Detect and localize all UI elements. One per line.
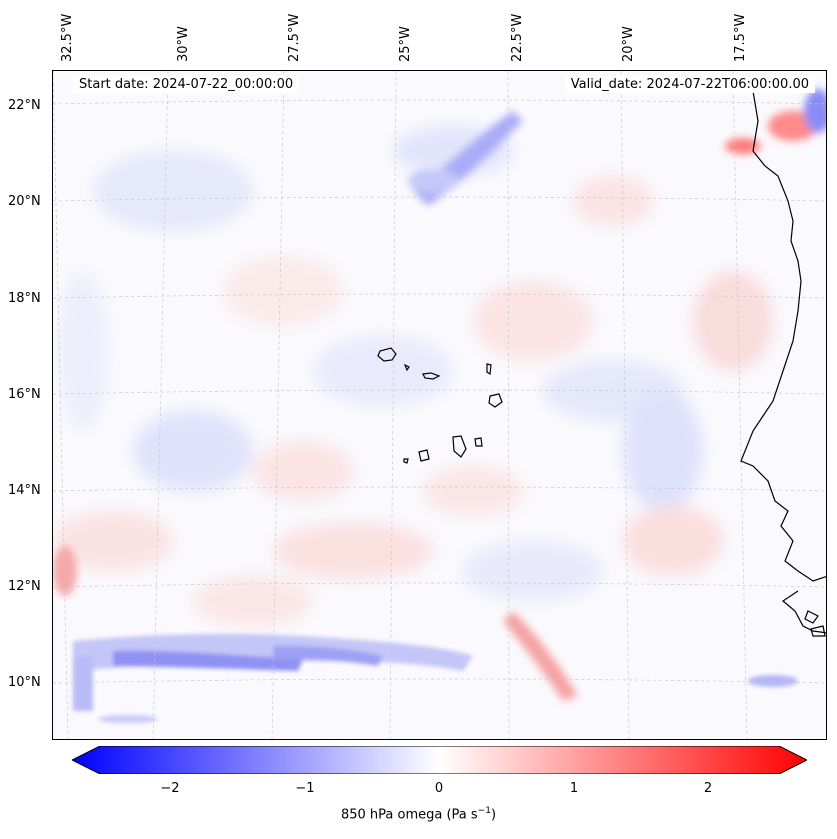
- colorbar-tick-minus1: −1: [295, 781, 315, 796]
- lon-label-30w: 30°W: [176, 26, 191, 62]
- colorbar-label: 850 hPa omega (Pa s−1): [0, 806, 837, 822]
- lat-label-20n: 20°N: [8, 194, 41, 209]
- lat-label-12n: 12°N: [8, 579, 41, 594]
- omega-field-map: [53, 71, 826, 739]
- lat-label-14n: 14°N: [8, 483, 41, 498]
- lat-label-10n: 10°N: [8, 675, 41, 690]
- lon-label-20w: 20°W: [621, 26, 636, 62]
- cape-verde-islands: [377, 347, 503, 464]
- valid-date-label: Valid_date: 2024-07-22T06:00:00.00: [564, 76, 815, 93]
- island-sao-nicolau: [422, 372, 441, 380]
- island-boa-vista: [488, 393, 503, 408]
- island-brava: [403, 458, 409, 464]
- lon-label-22-5w: 22.5°W: [510, 13, 525, 62]
- start-date-label: Start date: 2024-07-22_00:00:00: [73, 76, 300, 93]
- island-santo-antao: [377, 347, 397, 362]
- colorbar-tick-2: 2: [703, 781, 713, 796]
- lon-label-17-5w: 17.5°W: [733, 13, 748, 62]
- lon-label-25w: 25°W: [398, 26, 413, 62]
- southern-convective-band: [73, 633, 798, 723]
- island-sao-vicente: [403, 363, 410, 372]
- lat-label-18n: 18°N: [8, 291, 41, 306]
- weak-anomalies: [53, 126, 773, 626]
- colorbar: [72, 746, 807, 774]
- map-panel: [52, 70, 827, 740]
- africa-coastline-south: [781, 590, 826, 634]
- lon-label-32-5w: 32.5°W: [60, 13, 75, 62]
- graticule: [53, 71, 826, 739]
- coastlines: [740, 90, 826, 637]
- guinea-islands: [804, 610, 826, 637]
- lon-label-27-5w: 27.5°W: [287, 13, 302, 62]
- colorbar-label-close: ): [490, 807, 497, 823]
- colorbar-bar: [72, 746, 807, 774]
- colorbar-label-exponent: −1: [477, 806, 491, 816]
- lat-label-16n: 16°N: [8, 387, 41, 402]
- africa-coastline: [740, 90, 826, 582]
- colorbar-tick-minus2: −2: [160, 781, 180, 796]
- colorbar-tick-1: 1: [569, 781, 579, 796]
- island-santiago: [452, 435, 467, 458]
- lat-label-22n: 22°N: [8, 98, 41, 113]
- island-maio: [474, 437, 483, 447]
- island-fogo: [418, 449, 430, 462]
- colorbar-label-main: 850 hPa omega (Pa s: [340, 807, 478, 823]
- island-sal: [486, 363, 492, 376]
- colorbar-tick-0: 0: [434, 781, 444, 796]
- strong-anomalies: [53, 89, 826, 701]
